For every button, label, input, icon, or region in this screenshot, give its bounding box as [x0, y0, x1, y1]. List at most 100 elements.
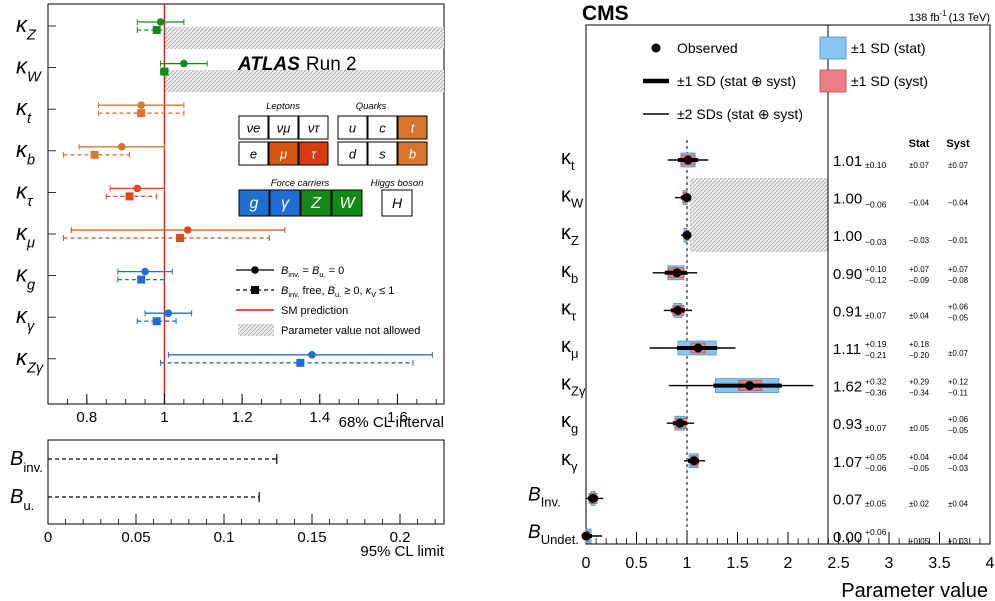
y-label-κ-t: κt	[16, 95, 32, 127]
quark-cell-1	[367, 115, 398, 140]
y-label-κ-w: κW	[16, 54, 42, 86]
point-dashed-κ-t	[137, 109, 146, 118]
atlas-tick-label: 1.2	[232, 409, 253, 426]
legend-observed-text: Observed	[677, 40, 738, 56]
atlas-y-labels: κZ κW κt κb κτ κμ κg κγ κZγ	[16, 12, 44, 377]
point-solid-κ-γ	[164, 309, 173, 318]
cms-value-κ-τ: 0.91	[833, 303, 862, 320]
atlas-x-axis-label: 68% CL interval	[339, 414, 444, 431]
cms-value-κ-w: 1.00	[833, 191, 862, 208]
observed-κ-w	[682, 193, 692, 203]
observed-κ-z	[682, 230, 692, 240]
point-dashed-κ-γ	[152, 317, 161, 326]
cms-syst-up-κ-zγ: +0.12	[948, 378, 969, 387]
cms-value-κ-zγ: 1.62	[833, 379, 862, 396]
cms-syst-dn-κ-g: −0.05	[948, 426, 969, 435]
observed-κ-μ	[693, 343, 703, 353]
point-dashed-κ-b	[90, 150, 99, 159]
quark-cell-4-label: s	[379, 147, 386, 162]
quark-cell-0-label: u	[349, 121, 356, 136]
quarks-title: Quarks	[356, 101, 387, 112]
cms-syst-dn-κ-zγ: −0.11	[948, 389, 968, 398]
cms-tick-label: 4	[986, 555, 995, 572]
cms-unc-dn-κ-b: −0.12	[865, 275, 887, 285]
quark-cell-2-label: t	[411, 121, 416, 136]
point-dashed-κ-g	[137, 275, 146, 284]
legend-sm-text: SM prediction	[281, 305, 348, 317]
cms-stat-κ-w: −0.04	[909, 199, 930, 208]
cms-y-label-κ-μ: κμ	[561, 335, 579, 361]
leptons-title: Leptons	[266, 101, 300, 112]
y-label-κ-z: κZ	[16, 12, 37, 44]
cms-unc-up-κ-zγ: +0.32	[865, 377, 887, 387]
lepton-cell-2-label: ντ	[308, 121, 321, 136]
cms-syst-κ-t: ±0.07	[948, 161, 969, 170]
force-cell-1-label: γ	[281, 195, 290, 212]
cms-tick-label: 2.5	[827, 555, 849, 572]
cms-y-label-κ-t: κt	[561, 147, 575, 173]
cms-x-axis-label: Parameter value	[841, 580, 988, 601]
hatch-kappa-z	[164, 27, 444, 49]
cms-unc-dn-κ-z: −0.03	[865, 237, 887, 247]
point-solid-κ-z	[156, 18, 165, 26]
cms-stat-κ-t: ±0.07	[909, 161, 930, 170]
lepton-cell-5	[298, 141, 329, 166]
higgs-cell-label: H	[392, 195, 403, 211]
limits-x-ticks: 0 0.05 0.1 0.15 0.2	[44, 514, 436, 546]
point-dashed-κ-z	[152, 26, 161, 34]
lepton-cell-4	[268, 141, 299, 166]
lepton-cell-4-label: μ	[279, 147, 287, 162]
quark-cell-5-label: b	[409, 147, 416, 162]
limits-rows: Binv. Bu.	[10, 448, 278, 513]
cms-y-label-κ-τ: κτ	[561, 297, 577, 323]
legend-stat-text: ±1 SD (stat)	[851, 40, 926, 56]
cms-syst-dn-κ-τ: −0.05	[948, 313, 969, 322]
atlas-x-ticks: 0.8 1 1.2 1.4 1.6	[47, 25, 437, 426]
legend-solid-text: Binv. = Bu. = 0	[281, 265, 344, 279]
cms-y-label-b-undet: BUndet.	[528, 522, 579, 547]
cms-y-label-κ-z: κZ	[561, 222, 579, 248]
atlas-tick-label: 1.6	[387, 409, 408, 426]
cms-y-label-κ-b: κb	[561, 260, 578, 286]
atlas-panel: 0.8 1 1.2 1.4 1.6 κZ κW κt κb κτ κμ κg κγ κZγ ATLAS R…	[16, 3, 445, 431]
force-cell-1	[269, 189, 301, 217]
cms-tick-label: 2	[784, 555, 793, 572]
quark-cell-4	[367, 141, 398, 166]
atlas-limits-panel: 0 0.05 0.1 0.15 0.2 Binv. Bu. 95% CL limit	[10, 439, 445, 560]
atlas-tick-label: 0.8	[76, 409, 97, 426]
cms-tick-label: 3.5	[928, 555, 950, 572]
limits-tick-label: 0.1	[214, 529, 235, 546]
legend-syst-text: ±1 SD (syst)	[851, 73, 928, 89]
force-carriers-title: Force carriers	[271, 178, 330, 189]
cms-panel: CMS 138 fb-1 (13 TeV) Observed ±1 SD (sta…	[528, 2, 995, 601]
cms-stat-up-κ-b: +0.07	[909, 265, 930, 274]
atlas-data-points	[63, 18, 433, 367]
cms-value-κ-g: 0.93	[833, 416, 862, 433]
observed-κ-g	[675, 418, 685, 428]
force-cell-0-label: g	[250, 195, 259, 212]
atlas-tick-label: 1.4	[309, 409, 330, 426]
cms-syst-b-undet: +0.03	[948, 537, 969, 546]
atlas-frame	[47, 3, 445, 405]
observed-b-undet	[581, 531, 591, 541]
cms-syst-b-inv: ±0.04	[948, 499, 969, 508]
cms-value-κ-z: 1.00	[833, 228, 862, 245]
cms-stat-dn-κ-μ: −0.20	[909, 351, 930, 360]
cms-y-label-κ-zγ: κZγ	[561, 373, 586, 399]
cms-value-b-inv: 0.07	[833, 491, 862, 508]
atlas-hatch-areas	[164, 27, 444, 92]
quark-cell-5	[397, 141, 428, 166]
cms-syst-up-κ-γ: +0.04	[948, 453, 969, 462]
point-solid-κ-zγ	[308, 351, 316, 359]
cms-frame	[585, 24, 991, 545]
quark-cell-0	[337, 115, 368, 140]
legend-sd2-text: ±2 SDs (stat ⊕ syst)	[677, 106, 803, 122]
cms-y-label-κ-g: κg	[561, 410, 578, 436]
lepton-cell-2	[298, 115, 329, 140]
observed-b-inv	[588, 493, 598, 503]
cms-col-syst: Syst	[946, 138, 970, 150]
cms-stat-b-inv: ±0.02	[909, 499, 930, 508]
cms-unc-κ-g: ±0.07	[865, 423, 886, 433]
cms-syst-κ-μ: ±0.07	[948, 349, 969, 358]
